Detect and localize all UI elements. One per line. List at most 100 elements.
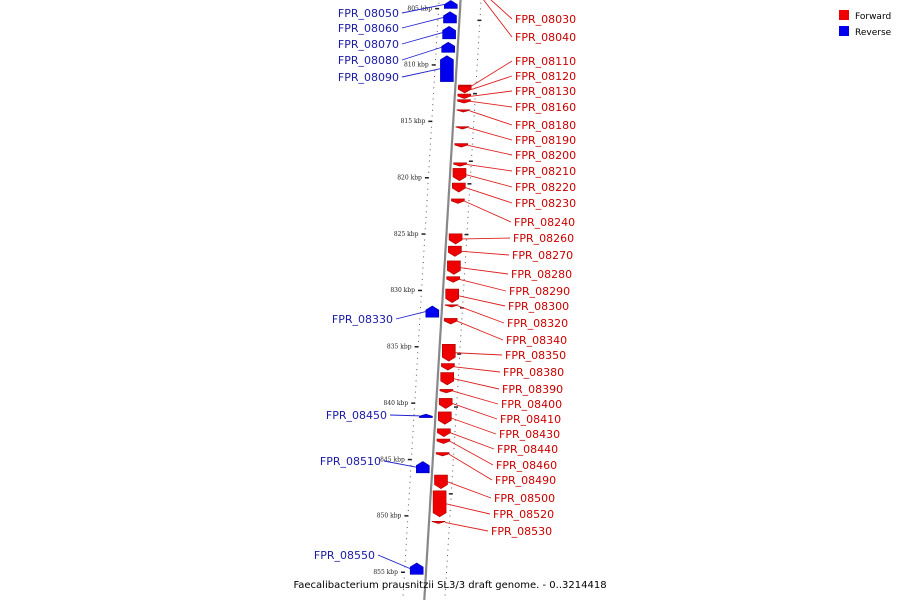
scale-dot (431, 115, 433, 117)
gene-label-fpr-08200: FPR_08200 (515, 149, 576, 162)
scale-tick (411, 402, 416, 404)
leader-line (446, 503, 491, 515)
gene-label-fpr-08240: FPR_08240 (514, 216, 575, 229)
scale-tick (448, 493, 453, 495)
scale-dot (446, 560, 448, 562)
gene-label-fpr-08450: FPR_08450 (326, 409, 387, 422)
scale-dot (407, 510, 409, 511)
scale-label: 830 kbp (390, 287, 415, 294)
scale-dot (436, 42, 437, 44)
scale-dot (430, 138, 432, 139)
scale-dot (460, 340, 461, 342)
gene-label-fpr-08120: FPR_08120 (515, 70, 576, 83)
scale-dot (458, 369, 460, 371)
scale-dot (461, 324, 462, 325)
scale-dot (406, 538, 407, 540)
gene-label-fpr-08090: FPR_08090 (338, 71, 399, 84)
leader-line (462, 237, 511, 240)
leader-line (469, 110, 513, 126)
scale-dot (448, 526, 450, 528)
scale-dot (402, 594, 404, 596)
scale-dot (470, 166, 472, 168)
scale-dot (408, 493, 410, 495)
leader-line (465, 174, 513, 188)
scale-dot (453, 442, 455, 444)
scale-dot (479, 25, 481, 27)
scale-dot (452, 464, 454, 466)
scale-dot (429, 143, 431, 145)
scale-dot (468, 200, 470, 201)
scale-dot (428, 160, 430, 162)
scale-tick (477, 19, 482, 22)
scale-dot (428, 166, 430, 168)
leader-line (458, 295, 506, 307)
forward-gene-arrow (437, 428, 451, 438)
scale-dot (460, 329, 462, 331)
forward-gene-arrow (446, 276, 461, 283)
scale-dot (409, 476, 411, 478)
legend-label-forward: Forward (855, 12, 891, 22)
scale-tick (424, 177, 429, 179)
gene-arrows (409, 0, 472, 575)
leader-line (389, 414, 420, 417)
legend-swatch-reverse (839, 26, 849, 36)
scale-dot (478, 30, 480, 32)
scale-dot (432, 104, 434, 106)
forward-gene-arrow (438, 398, 453, 409)
leader-line (450, 432, 495, 450)
leader-line (470, 100, 513, 108)
scale-label: 840 kbp (384, 400, 409, 407)
scale-dot (423, 245, 425, 247)
scale-dot (474, 98, 476, 100)
scale-dot (478, 36, 480, 38)
scale-dot (436, 36, 438, 38)
gene-label-fpr-08400: FPR_08400 (501, 398, 562, 411)
legend: Forward Reverse (839, 10, 892, 38)
scale-label: 850 kbp (377, 513, 402, 520)
leader-line (483, 0, 513, 38)
gene-label-fpr-08280: FPR_08280 (511, 268, 572, 281)
leader-line (471, 60, 513, 87)
forward-gene-arrow (452, 168, 467, 182)
scale-dot (456, 402, 458, 404)
leader-line (467, 144, 513, 156)
leader-line (452, 403, 498, 420)
gene-label-fpr-08490: FPR_08490 (495, 474, 556, 487)
scale-dot (422, 262, 424, 263)
scale-label: 805 kbp (407, 5, 432, 12)
scale-dot (426, 200, 428, 201)
scale-dot (455, 408, 457, 410)
scale-dot (408, 504, 410, 506)
leader-line (456, 320, 504, 341)
scale-label: 815 kbp (401, 118, 426, 125)
scale-dot (467, 211, 469, 213)
scale-dot (422, 273, 424, 275)
scale-dot (417, 357, 418, 359)
scale-dot (432, 109, 433, 111)
gene-label-fpr-08050: FPR_08050 (338, 7, 399, 20)
scale-dot (410, 464, 412, 466)
forward-gene-arrow (453, 162, 467, 167)
leader-line (454, 366, 501, 373)
forward-gene-arrow (443, 318, 458, 325)
scale-tick (473, 92, 477, 95)
scale-dot (426, 205, 428, 207)
scale-dot (449, 515, 451, 517)
scale-dot (452, 470, 454, 472)
scale-dot (411, 442, 413, 444)
scale-dot (413, 414, 415, 416)
scale-dot (468, 205, 470, 207)
scale-dot (415, 386, 417, 387)
scale-dot (433, 87, 435, 89)
scale-ticks: 805 kbp 810 kbp 815 kbp 820 kbp 825 kbp 830 k… (373, 2, 482, 596)
scale-dot (448, 538, 449, 540)
scale-dot (422, 267, 424, 269)
leader-line (383, 460, 417, 468)
gene-label-fpr-08330: FPR_08330 (332, 313, 393, 326)
leader-line (453, 378, 500, 390)
scale-dot (433, 92, 434, 94)
gene-label-fpr-08070: FPR_08070 (338, 38, 399, 51)
scale-dot (447, 543, 449, 545)
leader-line (401, 3, 445, 14)
